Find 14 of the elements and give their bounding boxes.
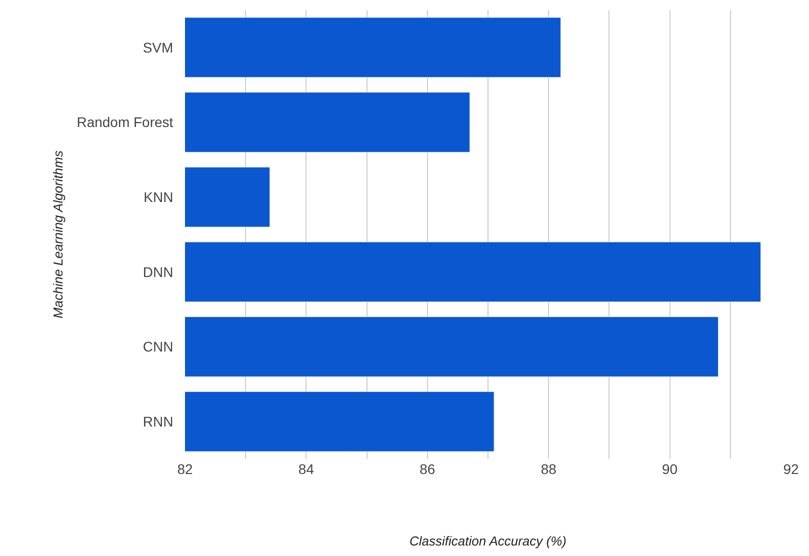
y-tick-label: Random Forest: [76, 114, 174, 130]
y-tick-label: CNN: [142, 338, 174, 355]
x-tick-label: 90: [662, 461, 678, 477]
x-tick-label: 82: [177, 461, 193, 477]
x-axis-title: Classification Accuracy (%): [409, 534, 567, 549]
x-tick-label: 88: [540, 461, 557, 477]
y-axis-title: Machine Learning Algorithms: [50, 150, 66, 318]
y-tick-label: SVM: [142, 39, 174, 56]
y-tick-label: RNN: [142, 413, 174, 430]
y-tick-label: KNN: [144, 188, 174, 205]
x-tick-label: 86: [420, 461, 436, 477]
y-tick-label: DNN: [142, 264, 174, 280]
x-tick-label: 92: [783, 461, 799, 477]
x-tick-label: 84: [298, 461, 314, 477]
